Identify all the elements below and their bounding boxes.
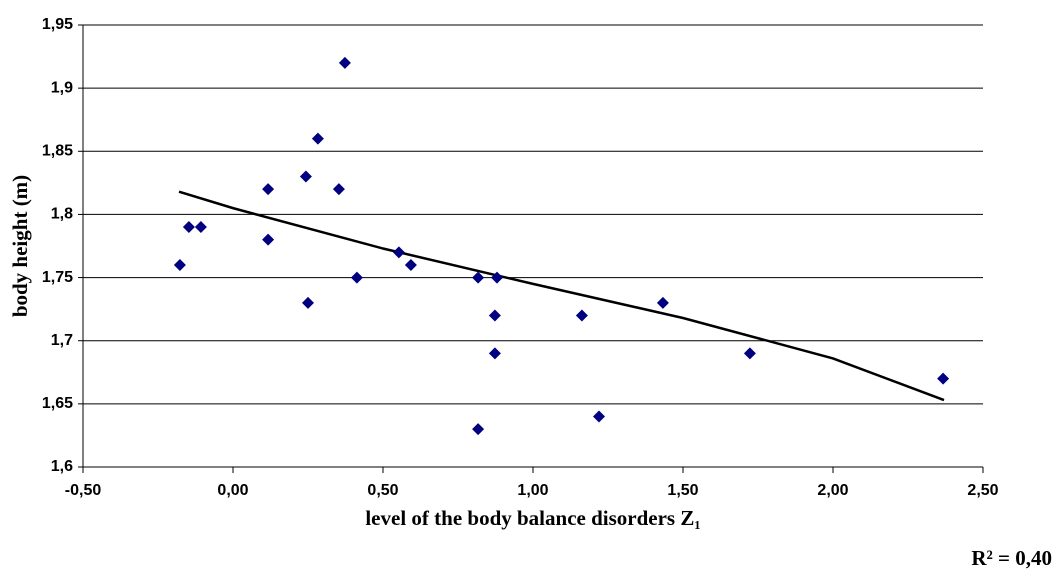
x-tick-label: 0,50 <box>367 482 398 499</box>
point <box>299 170 312 183</box>
x-tick-label: -0,50 <box>65 482 102 499</box>
point <box>488 347 501 360</box>
point <box>262 233 275 246</box>
point <box>338 56 351 69</box>
point <box>743 347 756 360</box>
point <box>350 271 363 284</box>
y-tick-label: 1,85 <box>42 143 73 160</box>
point <box>593 410 605 423</box>
point <box>472 271 485 284</box>
x-tick-label: 0,00 <box>217 482 248 499</box>
point <box>311 132 324 145</box>
x-tick-label: 2,00 <box>817 482 848 499</box>
point <box>491 271 503 284</box>
point <box>472 423 485 436</box>
y-axis-label: body height (m) <box>8 175 32 317</box>
point <box>392 246 405 259</box>
point <box>656 296 669 309</box>
x-tick-label: 1,50 <box>667 482 698 499</box>
x-tick-label: 2,50 <box>967 482 998 499</box>
point <box>182 221 195 234</box>
y-tick-label: 1,6 <box>51 458 73 475</box>
y-tick-label: 1,75 <box>42 269 73 286</box>
x-tick-label: 1,00 <box>517 482 548 499</box>
point <box>575 309 588 322</box>
annotation: R² = 0,40 <box>971 546 1052 570</box>
y-tick-label: 1,7 <box>51 332 73 349</box>
y-tick-label: 1,95 <box>42 16 73 33</box>
trend-line <box>178 190 945 402</box>
x-axis-label: level of the body balance disorders Z₁ <box>365 506 700 530</box>
point <box>194 221 207 234</box>
y-tick-label: 1,8 <box>51 206 73 223</box>
point <box>302 296 314 309</box>
point <box>262 183 275 196</box>
point <box>332 183 345 196</box>
point <box>937 372 950 385</box>
point <box>404 258 417 271</box>
y-tick-label: 1,65 <box>42 395 73 412</box>
point <box>173 258 186 271</box>
y-tick-label: 1,9 <box>51 79 73 96</box>
point <box>488 309 501 322</box>
